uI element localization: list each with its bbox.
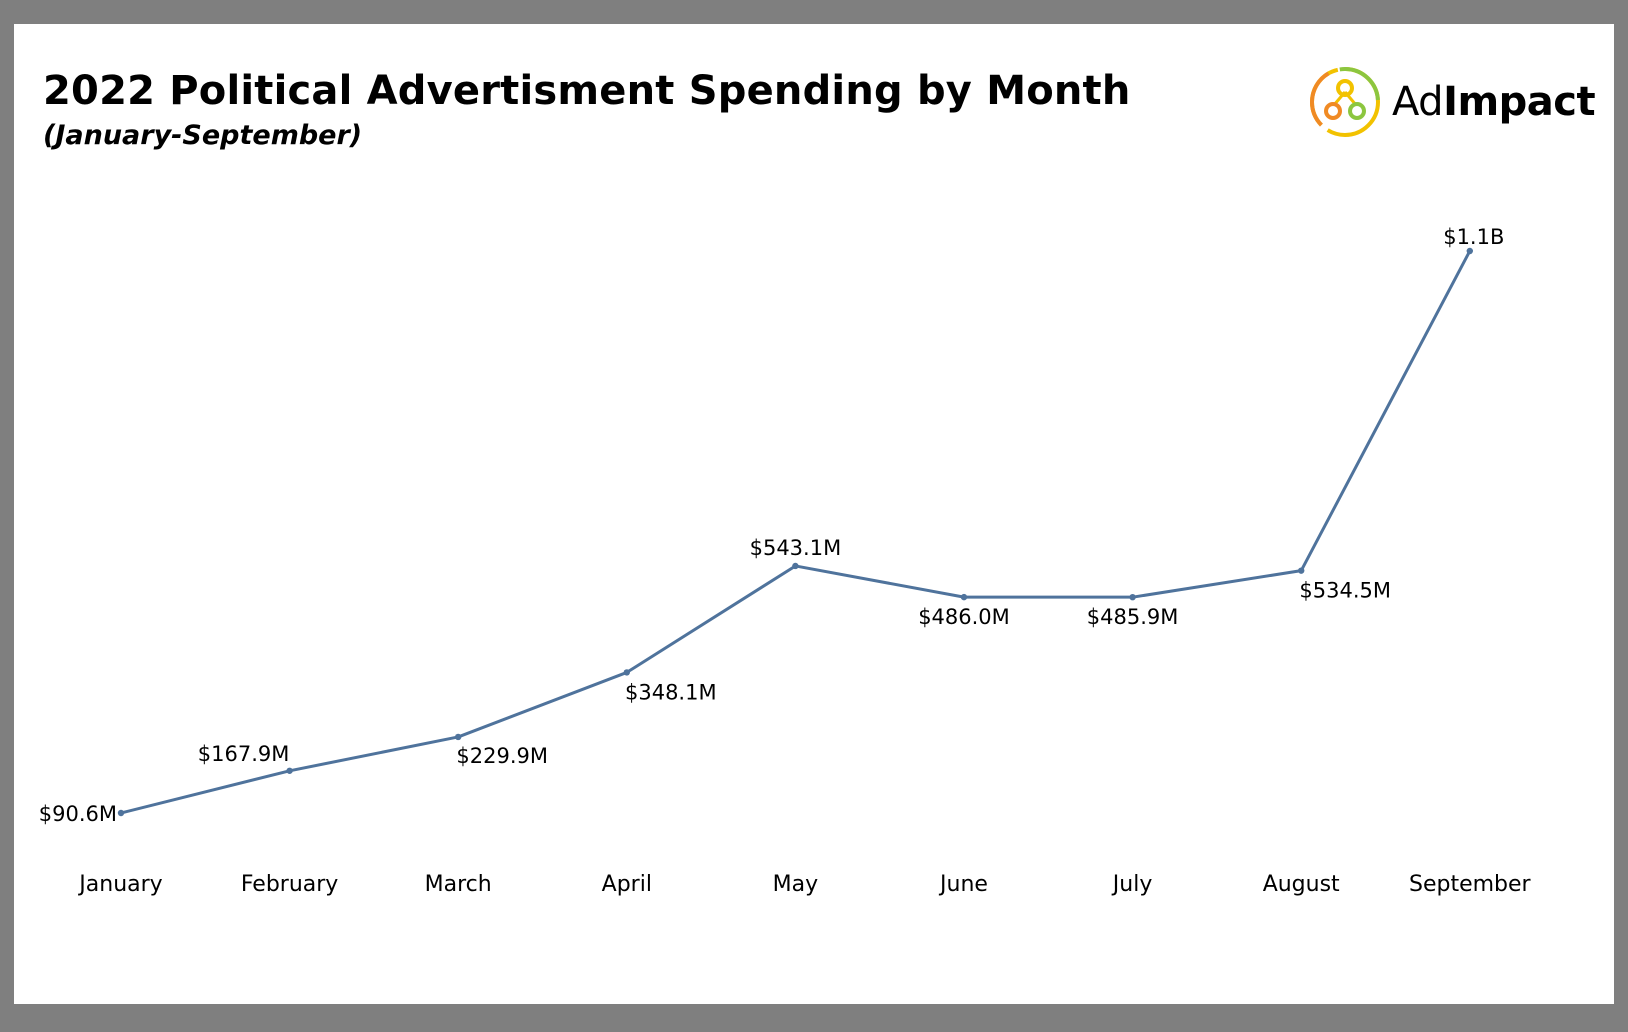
x-tick-february: February — [241, 872, 339, 897]
x-tick-august: August — [1263, 872, 1340, 897]
logo-text-impact: Impact — [1443, 79, 1596, 125]
x-tick-may: May — [773, 872, 818, 897]
x-tick-september: September — [1409, 872, 1532, 897]
series-layer — [120, 250, 1472, 815]
chart-card: 2022 Political Advertisment Spending by … — [14, 24, 1614, 1004]
x-tick-april: April — [602, 872, 652, 897]
data-point-march — [455, 733, 462, 741]
data-label-july: $485.9M — [1087, 605, 1179, 629]
data-label-january: $90.6M — [39, 802, 117, 826]
chart-subtitle: (January-September) — [43, 120, 363, 151]
data-point-august — [1298, 567, 1305, 574]
x-tick-july: July — [1111, 872, 1153, 897]
data-point-january — [117, 809, 125, 817]
data-point-july — [1129, 593, 1136, 601]
data-labels-layer: $90.6M $167.9M $229.9M $348.1M $543.1M $486.0… — [39, 225, 1505, 826]
data-point-june — [960, 593, 968, 601]
logo-text-ad: Ad — [1392, 79, 1444, 125]
data-label-june: $486.0M — [918, 605, 1010, 629]
data-point-may — [792, 562, 799, 570]
data-label-august: $534.5M — [1299, 579, 1391, 603]
adimpact-logo-text: AdImpact — [1392, 79, 1596, 125]
data-label-march: $229.9M — [456, 744, 548, 768]
data-label-may: $543.1M — [750, 536, 842, 560]
data-point-february — [286, 767, 293, 774]
data-label-september: $1.1B — [1443, 225, 1504, 249]
data-label-april: $348.1M — [625, 680, 717, 704]
series-line — [120, 250, 1472, 815]
points-layer — [117, 247, 1474, 817]
adimpact-logo-icon — [1310, 67, 1380, 137]
line-chart: $90.6M $167.9M $229.9M $348.1M $543.1M $486.0… — [39, 225, 1532, 897]
data-point-april — [623, 669, 630, 676]
x-axis-ticks: January February March April May June July Augu… — [77, 872, 1531, 897]
data-point-september — [1466, 247, 1474, 255]
chart-title: 2022 Political Advertisment Spending by … — [43, 68, 1131, 114]
x-tick-march: March — [425, 872, 492, 897]
adimpact-logo: AdImpact — [1308, 64, 1596, 140]
x-tick-january: January — [77, 872, 162, 897]
data-label-february: $167.9M — [198, 742, 290, 766]
x-tick-june: June — [938, 872, 988, 897]
